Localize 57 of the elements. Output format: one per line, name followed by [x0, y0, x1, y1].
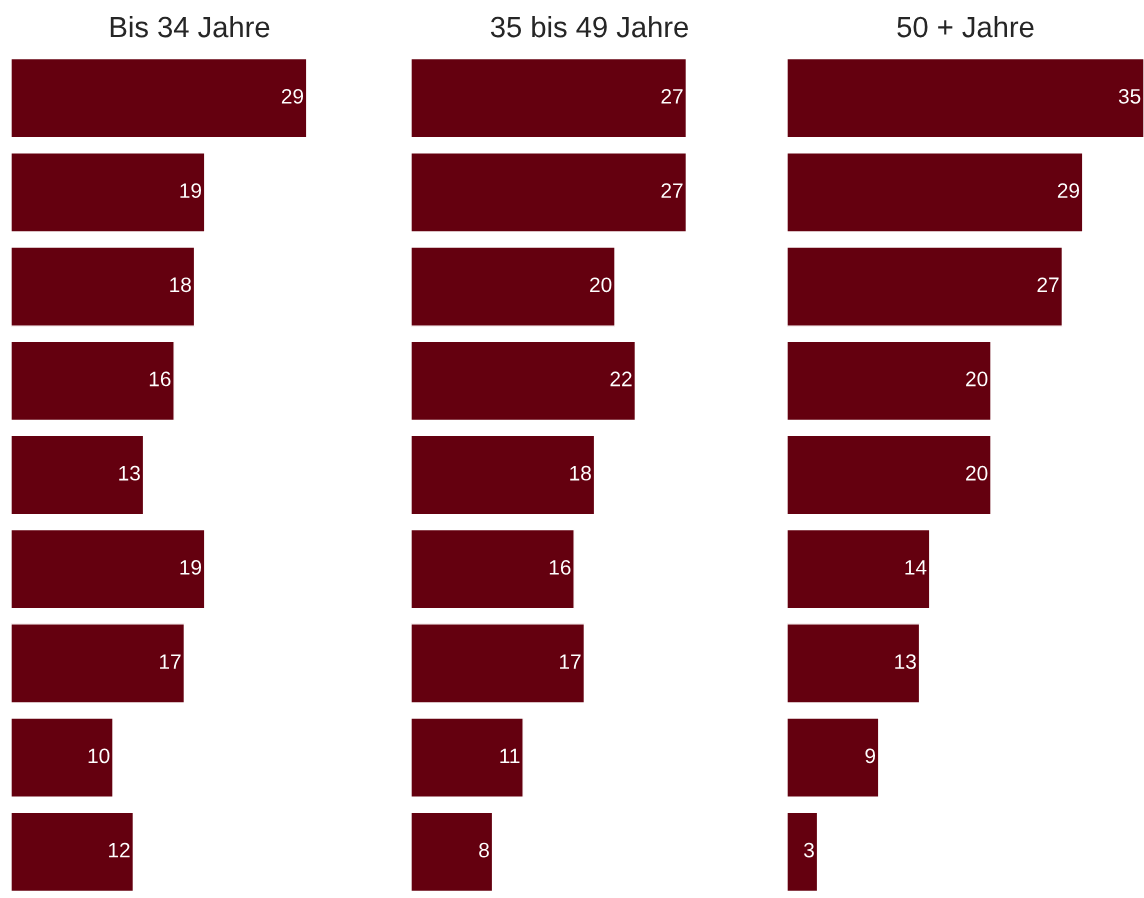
bar [11, 152, 206, 233]
bar [11, 246, 196, 327]
bar [787, 811, 819, 893]
bar [11, 623, 186, 704]
data-label: 17 [560, 654, 581, 669]
data-label: 17 [160, 654, 181, 669]
bar [411, 57, 688, 139]
bar [787, 717, 880, 798]
data-label: 18 [570, 465, 591, 481]
chart-title: 35 bis 49 Jahre [490, 15, 688, 38]
bar [787, 623, 921, 704]
bar [787, 434, 992, 516]
data-label: 29 [1057, 183, 1080, 198]
data-label: 16 [149, 371, 171, 387]
data-label: 20 [966, 371, 988, 387]
data-label: 11 [500, 748, 520, 764]
data-label: 13 [119, 465, 140, 481]
data-label: 3 [804, 842, 814, 858]
data-label: 20 [966, 465, 988, 481]
data-label: 27 [661, 88, 683, 104]
bar [787, 528, 931, 610]
data-label: 27 [1037, 277, 1059, 292]
data-label: 12 [109, 842, 130, 858]
data-label: 16 [549, 560, 571, 575]
data-label: 13 [895, 654, 916, 670]
data-label: 27 [661, 183, 683, 198]
bar [411, 246, 616, 327]
data-label: 19 [180, 183, 202, 198]
bar [787, 246, 1064, 327]
bar [11, 57, 308, 139]
bar [11, 340, 175, 422]
bar [11, 528, 206, 610]
bar [411, 434, 596, 516]
data-label: 8 [479, 842, 489, 858]
bar [411, 152, 688, 233]
data-label: 22 [610, 371, 632, 387]
bar [11, 717, 114, 798]
bar [411, 340, 637, 422]
bar [411, 811, 494, 893]
bar [411, 528, 575, 610]
bar [787, 57, 1144, 139]
bar [787, 152, 1084, 233]
bar [787, 340, 992, 422]
data-label: 18 [170, 277, 191, 293]
bar [411, 623, 586, 704]
bar [11, 434, 145, 516]
data-label: 29 [281, 88, 304, 104]
chart-title: 50 + Jahre [897, 15, 1034, 38]
chart-title: Bis 34 Jahre [110, 15, 270, 38]
data-label: 9 [865, 748, 876, 764]
data-label: 20 [590, 277, 612, 293]
data-label: 14 [905, 560, 927, 575]
data-label: 19 [180, 560, 202, 575]
data-label: 10 [88, 748, 110, 764]
data-label: 35 [1118, 88, 1141, 104]
bar [411, 717, 524, 798]
bar [11, 811, 135, 893]
